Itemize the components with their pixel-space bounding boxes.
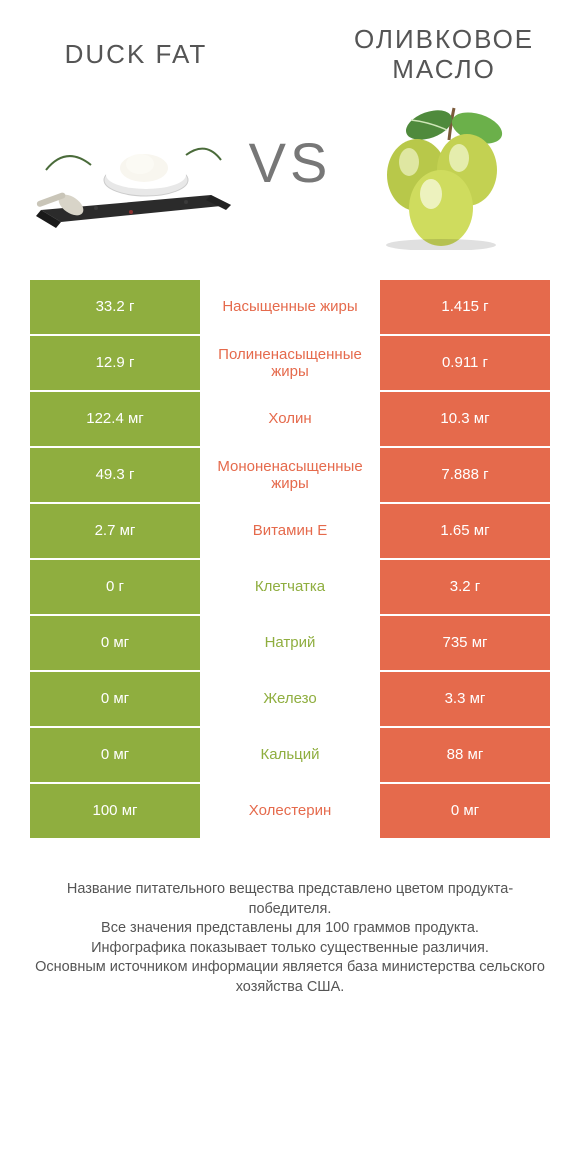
left-value: 2.7 мг xyxy=(30,504,200,558)
right-value: 1.415 г xyxy=(380,280,550,334)
right-value: 0.911 г xyxy=(380,336,550,390)
table-row: 0 мгЖелезо3.3 мг xyxy=(30,672,550,726)
footnote-text: Название питательного вещества представл… xyxy=(0,840,580,997)
right-product-title: ОЛИВКОВОЕ МАСЛО xyxy=(338,20,550,90)
left-value: 49.3 г xyxy=(30,448,200,502)
left-product-title: DUCK FAT xyxy=(30,20,242,90)
header: DUCK FAT VS ОЛИВКОВОЕ МАСЛО xyxy=(0,0,580,250)
right-value: 3.3 мг xyxy=(380,672,550,726)
table-row: 0 мгНатрий735 мг xyxy=(30,616,550,670)
duck-fat-image xyxy=(30,100,242,250)
right-value: 1.65 мг xyxy=(380,504,550,558)
nutrient-label: Натрий xyxy=(200,616,380,670)
nutrient-label: Витамин E xyxy=(200,504,380,558)
footnote-line: Название питательного вещества представл… xyxy=(30,880,550,919)
vs-column: VS xyxy=(242,20,338,195)
table-row: 49.3 гМононенасыщенные жиры7.888 г xyxy=(30,448,550,502)
right-product: ОЛИВКОВОЕ МАСЛО xyxy=(338,20,550,250)
vs-label: VS xyxy=(249,130,332,195)
left-value: 0 мг xyxy=(30,728,200,782)
left-value: 0 мг xyxy=(30,616,200,670)
right-value: 7.888 г xyxy=(380,448,550,502)
right-value: 3.2 г xyxy=(380,560,550,614)
left-product: DUCK FAT xyxy=(30,20,242,250)
table-row: 100 мгХолестерин0 мг xyxy=(30,784,550,838)
left-value: 122.4 мг xyxy=(30,392,200,446)
left-value: 33.2 г xyxy=(30,280,200,334)
footnote-line: Основным источником информации является … xyxy=(30,958,550,997)
comparison-table: 33.2 гНасыщенные жиры1.415 г12.9 гПолине… xyxy=(0,280,580,838)
table-row: 122.4 мгХолин10.3 мг xyxy=(30,392,550,446)
nutrient-label: Кальций xyxy=(200,728,380,782)
right-value: 88 мг xyxy=(380,728,550,782)
footnote-line: Инфографика показывает только существенн… xyxy=(30,939,550,959)
olive-oil-image xyxy=(338,100,550,250)
nutrient-label: Холестерин xyxy=(200,784,380,838)
footnote-line: Все значения представлены для 100 граммо… xyxy=(30,919,550,939)
left-value: 0 г xyxy=(30,560,200,614)
nutrient-label: Клетчатка xyxy=(200,560,380,614)
nutrient-label: Полиненасыщенные жиры xyxy=(200,336,380,390)
left-value: 12.9 г xyxy=(30,336,200,390)
table-row: 0 мгКальций88 мг xyxy=(30,728,550,782)
table-row: 2.7 мгВитамин E1.65 мг xyxy=(30,504,550,558)
right-value: 10.3 мг xyxy=(380,392,550,446)
table-row: 0 гКлетчатка3.2 г xyxy=(30,560,550,614)
nutrient-label: Мононенасыщенные жиры xyxy=(200,448,380,502)
table-row: 33.2 гНасыщенные жиры1.415 г xyxy=(30,280,550,334)
right-value: 735 мг xyxy=(380,616,550,670)
nutrient-label: Железо xyxy=(200,672,380,726)
table-row: 12.9 гПолиненасыщенные жиры0.911 г xyxy=(30,336,550,390)
nutrient-label: Холин xyxy=(200,392,380,446)
left-value: 100 мг xyxy=(30,784,200,838)
nutrient-label: Насыщенные жиры xyxy=(200,280,380,334)
right-value: 0 мг xyxy=(380,784,550,838)
left-value: 0 мг xyxy=(30,672,200,726)
